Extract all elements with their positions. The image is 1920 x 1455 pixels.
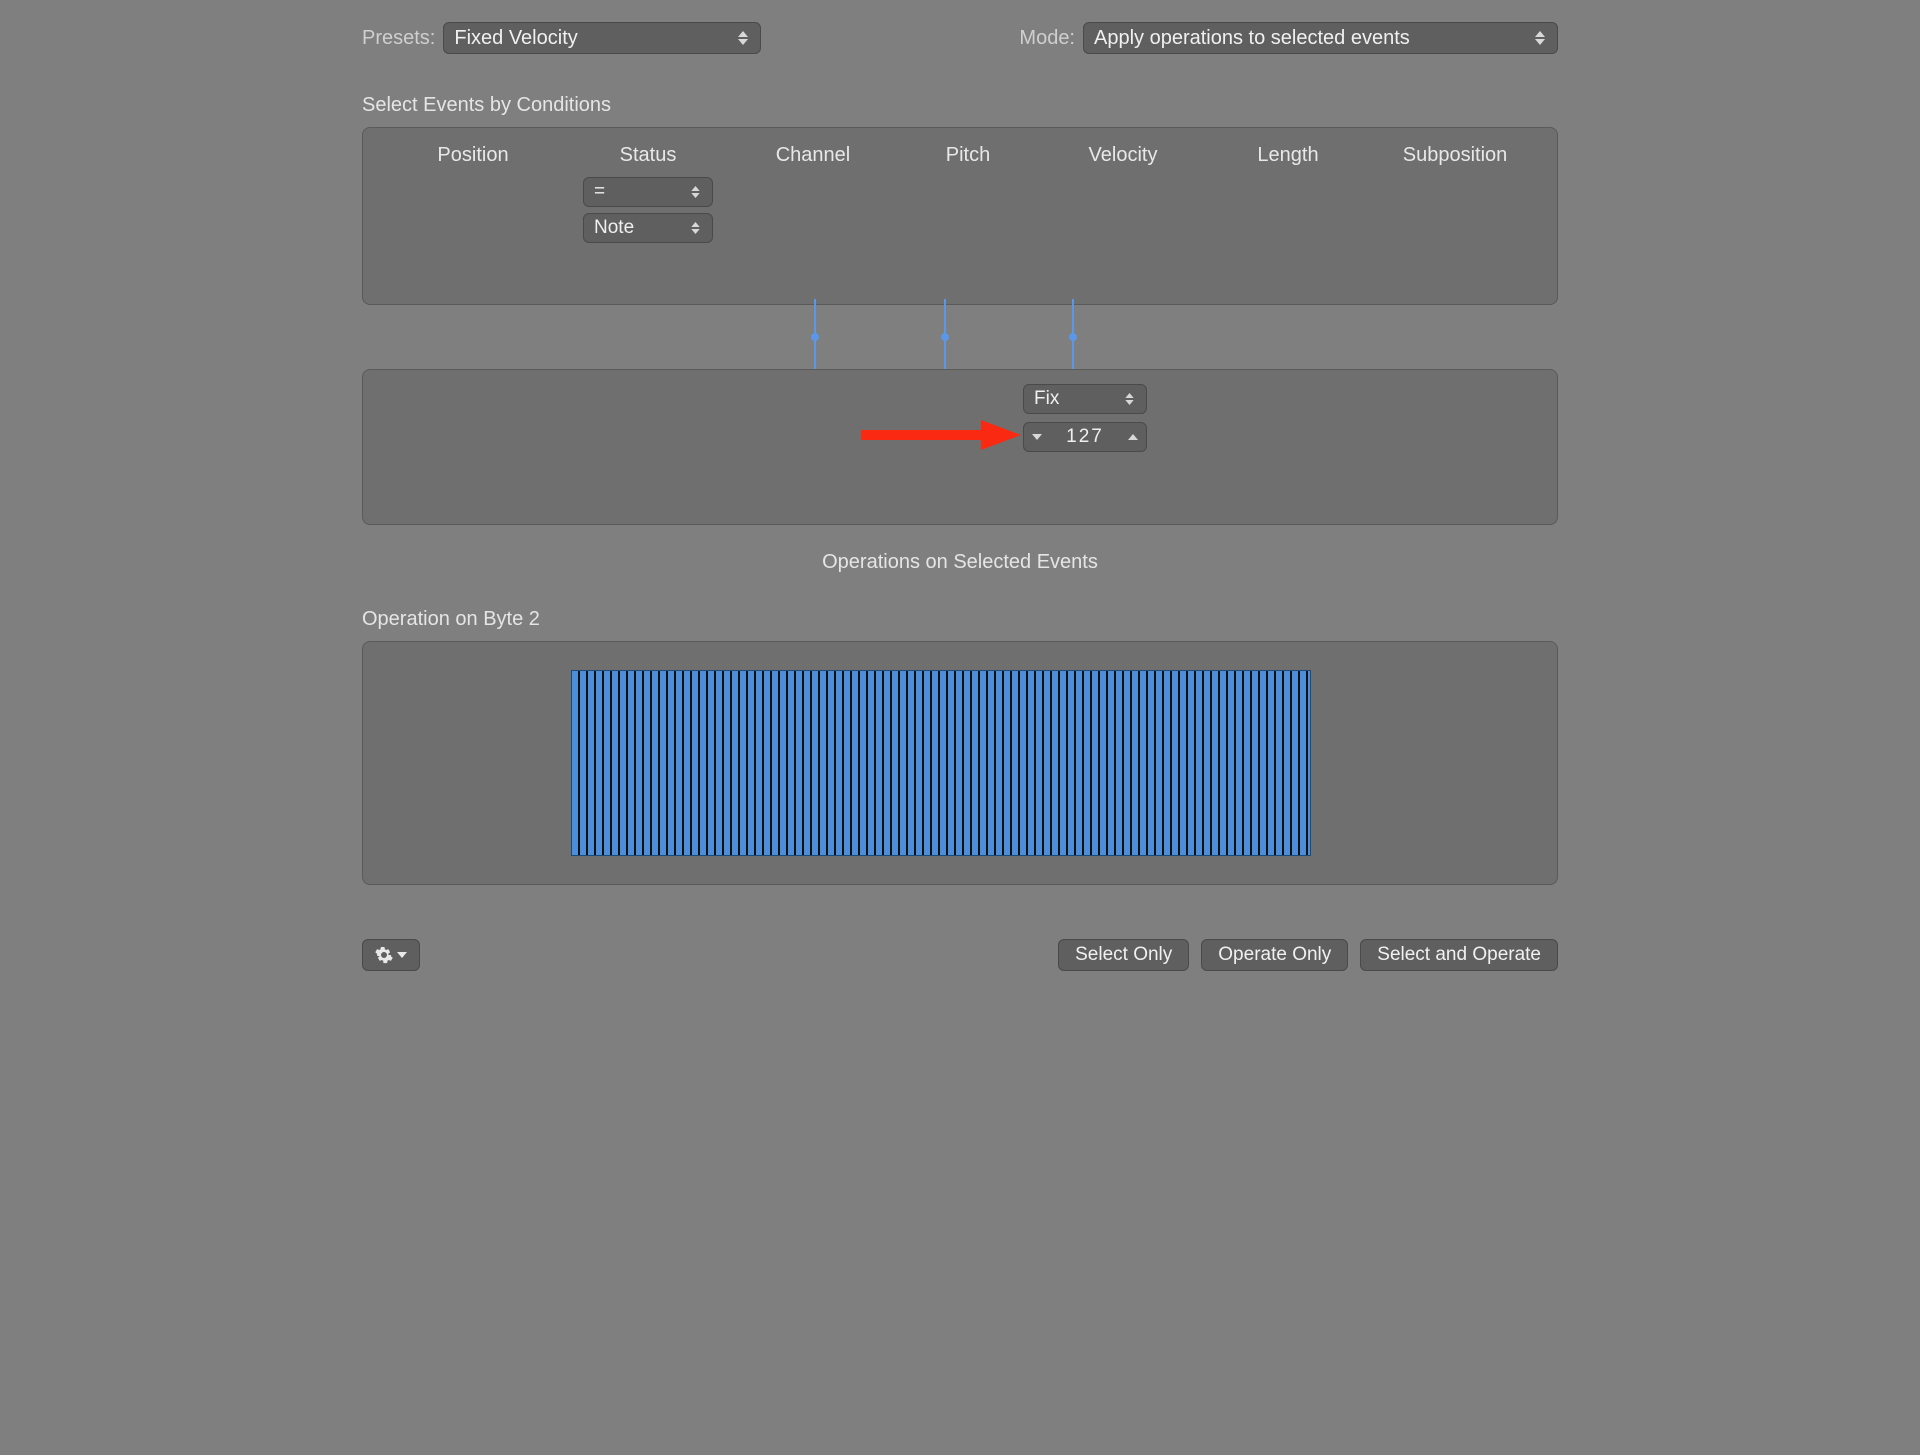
operations-panel: Fix 127 [362,369,1558,525]
conditions-title: Select Events by Conditions [362,94,1558,117]
col-subposition: Subposition [1373,144,1537,167]
byte2-graph[interactable] [571,670,1311,856]
presets-select[interactable]: Fixed Velocity [443,22,761,54]
operation-value: Fix [1034,388,1112,410]
col-length: Length [1203,144,1373,167]
updown-icon [1122,393,1136,405]
status-value-select[interactable]: Note [583,213,713,243]
stepper-increment[interactable] [1120,423,1146,451]
status-operator-value: = [594,181,678,203]
col-pitch: Pitch [893,144,1043,167]
col-position: Position [383,144,563,167]
byte2-panel [362,641,1558,885]
col-velocity: Velocity [1043,144,1203,167]
select-and-operate-button[interactable]: Select and Operate [1360,939,1558,971]
pin-icon[interactable] [944,299,946,375]
chevron-down-icon [397,952,407,958]
value-stepper[interactable]: 127 [1023,422,1147,452]
operation-select[interactable]: Fix [1023,384,1147,414]
operations-title: Operations on Selected Events [362,551,1558,574]
arrow-annotation-icon [861,420,1021,450]
mode-label: Mode: [1019,27,1075,50]
pin-icon[interactable] [814,299,816,375]
updown-icon [688,186,702,198]
stepper-decrement[interactable] [1024,423,1050,451]
mode-value: Apply operations to selected events [1094,27,1523,50]
select-only-button[interactable]: Select Only [1058,939,1189,971]
conditions-panel: Position Status Channel Pitch Velocity L… [362,127,1558,305]
updown-icon [736,31,750,45]
status-operator-select[interactable]: = [583,177,713,207]
operate-only-button[interactable]: Operate Only [1201,939,1348,971]
pin-icon[interactable] [1072,299,1074,375]
updown-icon [688,222,702,234]
status-value: Note [594,217,678,239]
connector-pins [362,305,1558,369]
stepper-value: 127 [1050,426,1120,448]
gear-icon [375,946,393,964]
presets-label: Presets: [362,27,435,50]
presets-value: Fixed Velocity [454,27,726,50]
col-channel: Channel [733,144,893,167]
settings-menu-button[interactable] [362,939,420,971]
byte2-title: Operation on Byte 2 [362,608,1558,631]
mode-select[interactable]: Apply operations to selected events [1083,22,1558,54]
updown-icon [1533,31,1547,45]
col-status: Status [563,144,733,167]
